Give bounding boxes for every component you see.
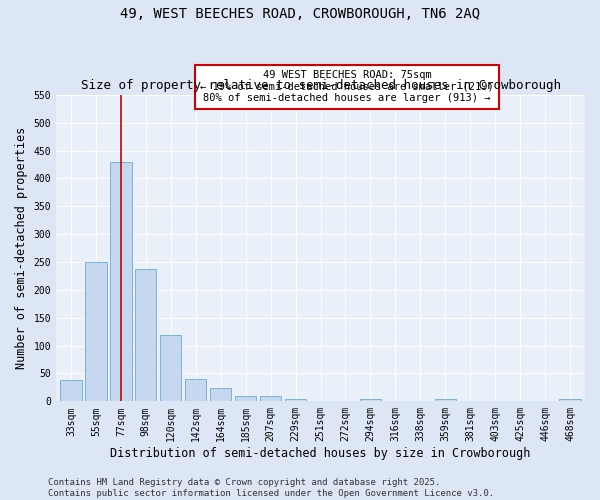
Bar — [135, 269, 157, 402]
Title: Size of property relative to semi-detached houses in Crowborough: Size of property relative to semi-detach… — [80, 79, 560, 92]
Bar — [434, 399, 456, 402]
Bar — [559, 398, 581, 402]
Bar — [285, 398, 306, 402]
Bar — [210, 388, 232, 402]
Bar — [360, 398, 381, 402]
Bar — [185, 379, 206, 402]
Y-axis label: Number of semi-detached properties: Number of semi-detached properties — [15, 127, 28, 369]
Bar — [235, 396, 256, 402]
Text: Contains HM Land Registry data © Crown copyright and database right 2025.
Contai: Contains HM Land Registry data © Crown c… — [48, 478, 494, 498]
Bar — [110, 162, 131, 402]
Bar — [160, 335, 181, 402]
Bar — [61, 380, 82, 402]
X-axis label: Distribution of semi-detached houses by size in Crowborough: Distribution of semi-detached houses by … — [110, 447, 531, 460]
Bar — [85, 262, 107, 402]
Text: 49, WEST BEECHES ROAD, CROWBOROUGH, TN6 2AQ: 49, WEST BEECHES ROAD, CROWBOROUGH, TN6 … — [120, 8, 480, 22]
Text: 49 WEST BEECHES ROAD: 75sqm
← 19% of semi-detached houses are smaller (219)
80% : 49 WEST BEECHES ROAD: 75sqm ← 19% of sem… — [200, 70, 494, 104]
Bar — [260, 396, 281, 402]
